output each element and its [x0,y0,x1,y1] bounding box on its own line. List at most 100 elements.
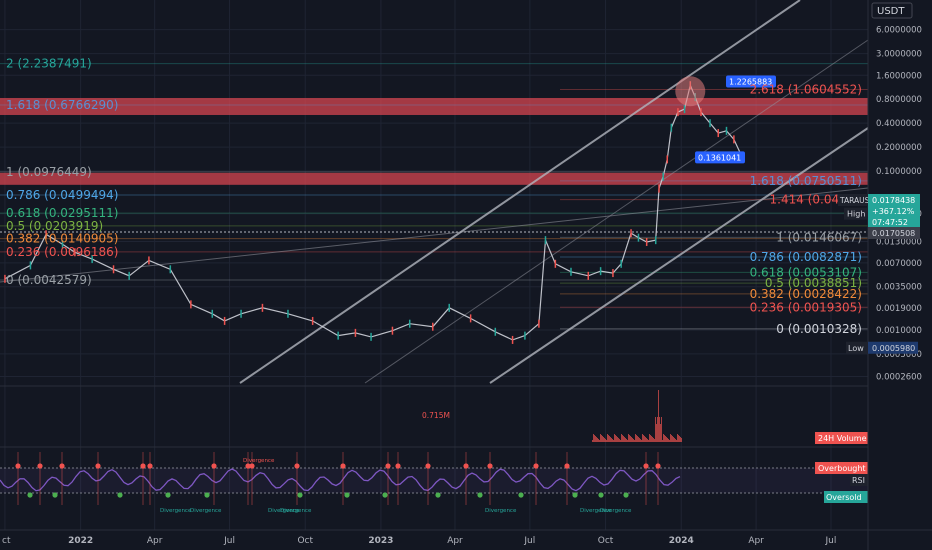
rsi-oversold-dot [477,492,483,498]
volume-bar [658,390,659,442]
volume-bar [649,434,650,442]
volume-bar [651,436,652,442]
price-line[interactable] [4,83,743,341]
price-tick: 0.8000000 [876,95,922,105]
fib-label-left: 0.786 (0.0499494) [6,188,118,202]
price-tick: 1.6000000 [876,71,922,81]
callout-value: 1.2265883 [729,77,772,86]
volume-bar [602,436,603,442]
overbought-tag [815,462,868,474]
time-tick: Apr [748,536,764,546]
volume-bar [620,440,621,442]
rsi-oversold-dot [297,492,303,498]
volume-bar [663,434,664,442]
price-series[interactable] [4,76,743,344]
volume-bar [657,417,658,442]
volume-bar [619,439,620,442]
currency-badge[interactable]: USDT [871,2,913,19]
volume-bar [628,434,629,442]
rsi-overbought-dot [425,463,431,469]
volume-bar [618,438,619,442]
price-tick: 0.0035000 [876,283,922,293]
rsi-divergence-label: Divergence [580,508,612,514]
volume-bar [660,424,661,442]
price-axis: 6.0000000 3.0000000 1.6000000 0.8000000 0.40… [838,0,932,550]
rsi-overbought-dot [533,463,539,469]
volume-bar [601,435,602,442]
volume-bar [634,440,635,442]
rsi-overbought-dot [487,463,493,469]
rsi-oversold-dot [382,492,388,498]
symbol-label: TARAUSDT [839,196,880,205]
volume-bar [675,439,676,442]
rsi-band [0,468,868,493]
time-tick: 2023 [368,536,393,546]
volume-bar [656,424,657,442]
volume-bar [599,440,600,442]
volume-bar [667,438,668,442]
oversold-tag [824,491,868,503]
rsi-overbought-dot [564,463,570,469]
rsi-overbought-dot [655,463,661,469]
volume-bar [610,437,611,442]
axis-bg [868,0,932,550]
price-tick: 0.4000000 [876,119,922,129]
volume-bar [596,437,597,442]
volume-bar [672,436,673,442]
fib-label-left: 1.618 (0.6766290) [6,98,118,112]
price-tick: 0.0010000 [876,326,922,336]
volume-bar [605,439,606,442]
volume-bar [670,434,671,442]
time-axis: ct 2022 Apr Jul Oct 2023 Apr Jul Oct 2024 Apr Jul [0,529,932,546]
rsi-oversold-dot [344,492,350,498]
fib-label-right: 2.618 (1.0604552) [750,82,862,96]
volume-bar [639,438,640,442]
rsi-oversold-dot [27,492,33,498]
fib-label-right: 1.618 (0.0750511) [750,174,862,188]
time-tick: Apr [447,536,463,546]
volume-bar [595,436,596,442]
rsi-overbought-dot [294,463,300,469]
fib-label-right: 0 (0.0010328) [776,322,862,336]
volume-bar [678,435,679,442]
volume-bar [630,436,631,442]
rsi-overbought-dot [211,463,217,469]
rsi-divergence-label: Divergence [280,508,312,514]
volume-bar [641,440,642,442]
volume-bar [611,438,612,442]
rsi-overbought-dot [249,463,255,469]
volume-bar [637,436,638,442]
low-badge [868,341,918,354]
volume-bar [632,438,633,442]
vol-annotation: 0.715M [422,411,450,420]
rsi-overbought-dot [643,463,649,469]
volume-bar [592,440,593,442]
fib-label-right: 0.786 (0.0082871) [750,250,862,264]
time-tick: 2022 [68,536,93,546]
channel-lower [489,127,869,384]
volume-bar [653,438,654,442]
fib-labels: 1.2265883 0.1361041 2 (2.2387491) 1.618 (0.… [6,57,862,336]
volume-bar [607,434,608,442]
volume-bar [593,434,594,442]
volume-bar [645,437,646,442]
volume-bar [677,434,678,442]
price-tick: 0.0070000 [876,259,922,269]
volume-bar [659,417,660,442]
time-tick: Oct [598,536,614,546]
price-tick: 0.0002600 [876,373,922,383]
grid-layer [0,0,868,530]
price-tick: 0.0019000 [876,304,922,314]
fib-label-left: 0 (0.0042579) [6,273,92,287]
rsi-overbought-dot [147,463,153,469]
rsi-oversold-dot [572,492,578,498]
volume-bar [644,436,645,442]
volume-bar [621,434,622,442]
rsi-line [0,468,681,492]
volume-bar [616,436,617,442]
volume-bar [673,437,674,442]
rsi-overbought-dot [59,463,65,469]
rsi-oversold-dot [518,492,524,498]
volume-bar [629,435,630,442]
